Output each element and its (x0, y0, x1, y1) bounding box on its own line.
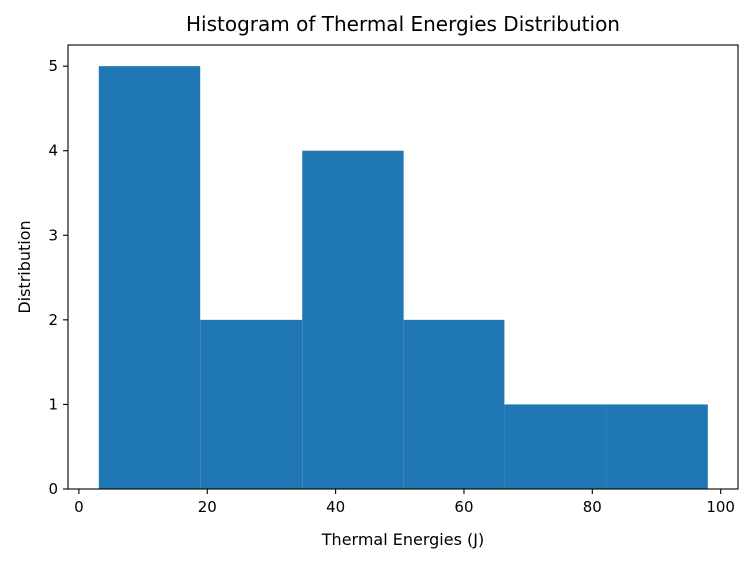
x-tick-label: 0 (74, 498, 84, 516)
histogram-bar-1 (98, 66, 201, 490)
x-tick-label: 40 (326, 498, 345, 516)
histogram-bar-4 (403, 319, 505, 489)
y-tick-label: 4 (48, 142, 58, 160)
x-tick-label: 80 (583, 498, 602, 516)
y-tick-label: 5 (48, 57, 58, 75)
y-tick-label: 3 (48, 226, 58, 244)
histogram-bar-2 (200, 319, 303, 489)
histogram-bar-3 (302, 150, 404, 489)
y-axis-ticks: 0 1 2 3 4 5 (48, 57, 68, 498)
histogram-bar-5 (504, 404, 607, 489)
y-axis-label: Distribution (15, 220, 34, 313)
x-tick-label: 20 (198, 498, 217, 516)
x-axis-label: Thermal Energies (J) (321, 530, 484, 549)
chart-title: Histogram of Thermal Energies Distributi… (186, 12, 620, 36)
bars-group (98, 66, 708, 490)
y-tick-label: 1 (48, 395, 58, 413)
y-tick-label: 2 (48, 311, 58, 329)
x-tick-label: 100 (706, 498, 735, 516)
histogram-bar-6 (606, 404, 708, 489)
x-tick-label: 60 (454, 498, 473, 516)
y-tick-label: 0 (48, 480, 58, 498)
x-axis-ticks: 0 20 40 60 80 100 (74, 489, 735, 516)
plot-frame (67, 44, 739, 490)
